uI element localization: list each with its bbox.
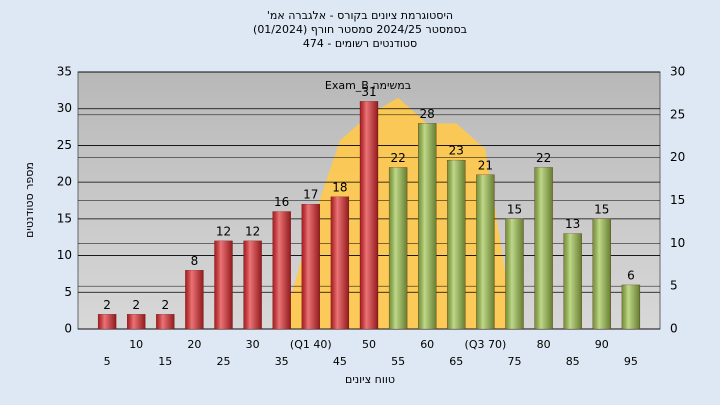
data-label: 15 [594,202,609,216]
bar-shade [185,270,204,329]
x-tick-label: 55 [391,355,405,368]
bar-shade [389,167,408,329]
chart-subtitle: בסמסטר 2024/25 סמסטר חורף (01/2024) [253,23,467,36]
y-axis-label: מספר סטודנטים [23,162,36,238]
x-tick-label: 45 [333,355,347,368]
y-tick-label: 20 [57,175,72,189]
y-tick-label: 35 [57,65,72,79]
bar-shade [127,314,146,329]
x-tick-label: (Q1 40) [290,338,332,351]
chart-subtitle: סטודנטים רשומים - 474 [303,37,417,50]
x-axis-label: טווח ציונים [345,373,395,386]
data-label: 31 [361,85,376,99]
x-tick-label: 15 [158,355,172,368]
data-label: 22 [390,151,405,165]
x-tick-label: 30 [246,338,260,351]
y2-tick-label: 0 [670,322,678,336]
x-tick-label: 65 [449,355,463,368]
y2-tick-label: 25 [670,107,685,121]
x-tick-label: 25 [217,355,231,368]
x-tick-label: 60 [420,338,434,351]
y-tick-label: 0 [64,322,72,336]
y-tick-label: 5 [64,285,72,299]
y2-tick-label: 20 [670,150,685,164]
y-tick-label: 10 [57,248,72,262]
data-label: 18 [332,180,347,194]
y2-tick-label: 30 [670,65,685,79]
data-label: 2 [132,298,140,312]
x-tick-label: 85 [566,355,580,368]
bar-shade [592,218,611,329]
bar-shade [360,101,378,329]
data-label: 23 [449,144,464,158]
y2-tick-label: 10 [670,236,685,250]
x-tick-label: 75 [508,355,522,368]
bar-shade [534,167,553,329]
bar-shade [563,233,582,329]
bar-shade [505,218,524,329]
bar-shade [272,211,291,329]
x-tick-label: 35 [275,355,289,368]
x-tick-label: 90 [595,338,609,351]
data-label: 16 [274,195,289,209]
data-label: 22 [536,151,551,165]
data-label: 15 [507,202,522,216]
x-tick-label: 95 [624,355,638,368]
data-label: 13 [565,217,580,231]
data-label: 6 [627,268,635,282]
bar-shade [214,240,233,329]
y-tick-label: 25 [57,138,72,152]
data-label: 2 [103,298,111,312]
bar-shade [243,240,262,329]
annotation: במשימה Exam_B [325,79,411,92]
bar-shade [156,314,175,329]
bar-shade [301,204,320,329]
bar-shade [330,196,349,329]
bar-shade [447,160,466,329]
data-label: 8 [191,254,199,268]
data-label: 12 [245,224,260,238]
x-tick-label: 5 [104,355,111,368]
y-tick-label: 30 [57,101,72,115]
data-label: 21 [478,158,493,172]
y2-tick-label: 15 [670,193,685,207]
x-tick-label: 50 [362,338,376,351]
x-tick-label: 20 [187,338,201,351]
data-label: 12 [216,224,231,238]
bar-shade [418,123,437,330]
x-tick-label: 80 [537,338,551,351]
x-tick-label: 10 [129,338,143,351]
y-tick-label: 15 [57,211,72,225]
bar-shade [621,284,640,329]
bar-shade [98,314,117,329]
data-label: 2 [161,298,169,312]
chart-title: היסטוגרמת ציונים בקורס - אלגברה אמ' [267,9,453,22]
data-label: 17 [303,188,318,202]
bar-shade [476,174,495,329]
data-label: 28 [420,107,435,121]
y2-tick-label: 5 [670,279,678,293]
x-tick-label: (Q3 70) [465,338,507,351]
